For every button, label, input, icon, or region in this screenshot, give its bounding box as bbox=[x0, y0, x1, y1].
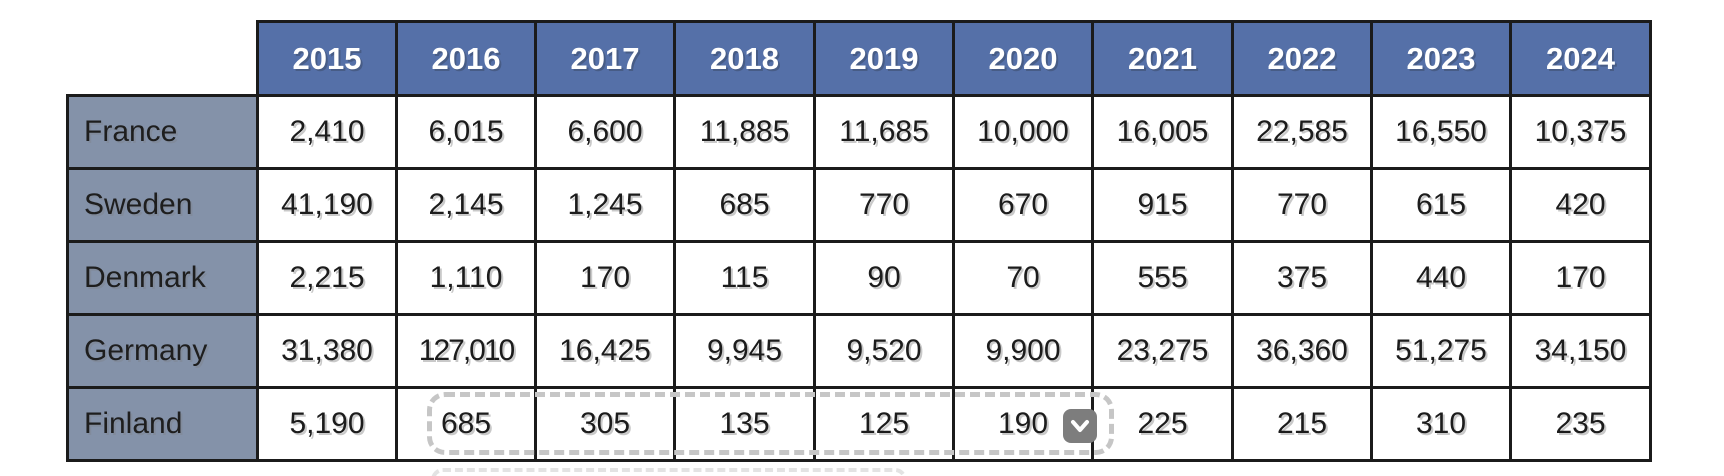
data-cell[interactable]: 31,380 bbox=[256, 313, 398, 389]
data-cell[interactable]: 34,150 bbox=[1509, 313, 1652, 389]
year-header-2015[interactable]: 2015 bbox=[256, 20, 398, 97]
data-cell[interactable]: 440 bbox=[1370, 240, 1512, 316]
selected-cell[interactable]: 685 bbox=[395, 386, 537, 462]
row-header-finland[interactable]: Finland bbox=[66, 386, 259, 462]
data-cell[interactable]: 170 bbox=[1509, 240, 1652, 316]
data-cell[interactable]: 11,685 bbox=[813, 94, 955, 170]
data-cell[interactable]: 5,190 bbox=[256, 386, 398, 462]
year-header-2016[interactable]: 2016 bbox=[395, 20, 537, 97]
data-cell[interactable]: 310 bbox=[1370, 386, 1512, 462]
data-cell[interactable]: 127,010 bbox=[395, 313, 537, 389]
chevron-down-icon bbox=[1071, 420, 1089, 432]
corner-cell bbox=[68, 22, 258, 96]
data-cell[interactable]: 685 bbox=[673, 167, 816, 243]
data-cell[interactable]: 770 bbox=[1231, 167, 1373, 243]
table-row-denmark: Denmark 2,215 1,110 170 115 90 70 555 375 440 170 bbox=[66, 240, 1652, 316]
data-cell[interactable]: 90 bbox=[813, 240, 955, 316]
data-cell[interactable]: 11,885 bbox=[673, 94, 816, 170]
data-cell[interactable]: 225 bbox=[1091, 386, 1234, 462]
data-cell[interactable]: 670 bbox=[952, 167, 1094, 243]
header-row: 2015 2016 2017 2018 2019 2020 2021 2022 2023 2024 bbox=[68, 20, 1652, 97]
year-header-2023[interactable]: 2023 bbox=[1370, 20, 1512, 97]
year-header-2019[interactable]: 2019 bbox=[813, 20, 955, 97]
data-cell[interactable]: 375 bbox=[1231, 240, 1373, 316]
table-row-france: France 2,410 6,015 6,600 11,885 11,685 10,000 1… bbox=[66, 94, 1652, 170]
year-header-2022[interactable]: 2022 bbox=[1231, 20, 1373, 97]
data-cell[interactable]: 770 bbox=[813, 167, 955, 243]
data-cell[interactable]: 41,190 bbox=[256, 167, 398, 243]
row-header-germany[interactable]: Germany bbox=[66, 313, 259, 389]
data-cell[interactable]: 1,110 bbox=[395, 240, 537, 316]
row-header-denmark[interactable]: Denmark bbox=[66, 240, 259, 316]
data-cell[interactable]: 10,000 bbox=[952, 94, 1094, 170]
data-cell[interactable]: 22,585 bbox=[1231, 94, 1373, 170]
data-cell[interactable]: 555 bbox=[1091, 240, 1234, 316]
year-header-2024[interactable]: 2024 bbox=[1509, 20, 1652, 97]
table-row-sweden: Sweden 41,190 2,145 1,245 685 770 670 915 770 615… bbox=[66, 167, 1652, 243]
data-cell[interactable]: 915 bbox=[1091, 167, 1234, 243]
data-cell[interactable]: 615 bbox=[1370, 167, 1512, 243]
data-cell[interactable]: 235 bbox=[1509, 386, 1652, 462]
data-cell[interactable]: 36,360 bbox=[1231, 313, 1373, 389]
data-cell[interactable]: 115 bbox=[673, 240, 816, 316]
data-cell[interactable]: 170 bbox=[534, 240, 676, 316]
data-cell[interactable]: 51,275 bbox=[1370, 313, 1512, 389]
data-cell[interactable]: 420 bbox=[1509, 167, 1652, 243]
row-header-sweden[interactable]: Sweden bbox=[66, 167, 259, 243]
data-cell[interactable]: 70 bbox=[952, 240, 1094, 316]
yearly-country-table: 2015 2016 2017 2018 2019 2020 2021 2022 2023 2024… bbox=[66, 20, 1652, 462]
selected-cell[interactable]: 135 bbox=[673, 386, 816, 462]
data-cell[interactable]: 6,015 bbox=[395, 94, 537, 170]
data-cell[interactable]: 9,900 bbox=[952, 313, 1094, 389]
year-header-2021[interactable]: 2021 bbox=[1091, 20, 1234, 97]
data-cell[interactable]: 9,520 bbox=[813, 313, 955, 389]
data-cell[interactable]: 215 bbox=[1231, 386, 1373, 462]
data-cell[interactable]: 6,600 bbox=[534, 94, 676, 170]
data-cell[interactable]: 10,375 bbox=[1509, 94, 1652, 170]
year-header-2020[interactable]: 2020 bbox=[952, 20, 1094, 97]
data-cell[interactable]: 9,945 bbox=[673, 313, 816, 389]
selected-cell[interactable]: 305 bbox=[534, 386, 676, 462]
data-cell[interactable]: 1,245 bbox=[534, 167, 676, 243]
data-cell[interactable]: 16,550 bbox=[1370, 94, 1512, 170]
data-cell[interactable]: 16,425 bbox=[534, 313, 676, 389]
data-cell[interactable]: 16,005 bbox=[1091, 94, 1234, 170]
data-cell[interactable]: 23,275 bbox=[1091, 313, 1234, 389]
partial-marquee-bottom bbox=[431, 468, 907, 476]
data-cell[interactable]: 2,145 bbox=[395, 167, 537, 243]
year-header-2017[interactable]: 2017 bbox=[534, 20, 676, 97]
selected-cell[interactable]: 125 bbox=[813, 386, 955, 462]
table-row-finland: Finland 5,190 685 305 135 125 190 225 215 310 235 bbox=[66, 386, 1652, 462]
data-cell[interactable]: 2,410 bbox=[256, 94, 398, 170]
table-body: France 2,410 6,015 6,600 11,885 11,685 10,000 1… bbox=[66, 94, 1652, 462]
data-cell[interactable]: 2,215 bbox=[256, 240, 398, 316]
table-row-germany: Germany 31,380 127,010 16,425 9,945 9,520 9,90… bbox=[66, 313, 1652, 389]
chevron-down-button[interactable] bbox=[1063, 409, 1097, 443]
year-header-2018[interactable]: 2018 bbox=[673, 20, 816, 97]
row-header-france[interactable]: France bbox=[66, 94, 259, 170]
